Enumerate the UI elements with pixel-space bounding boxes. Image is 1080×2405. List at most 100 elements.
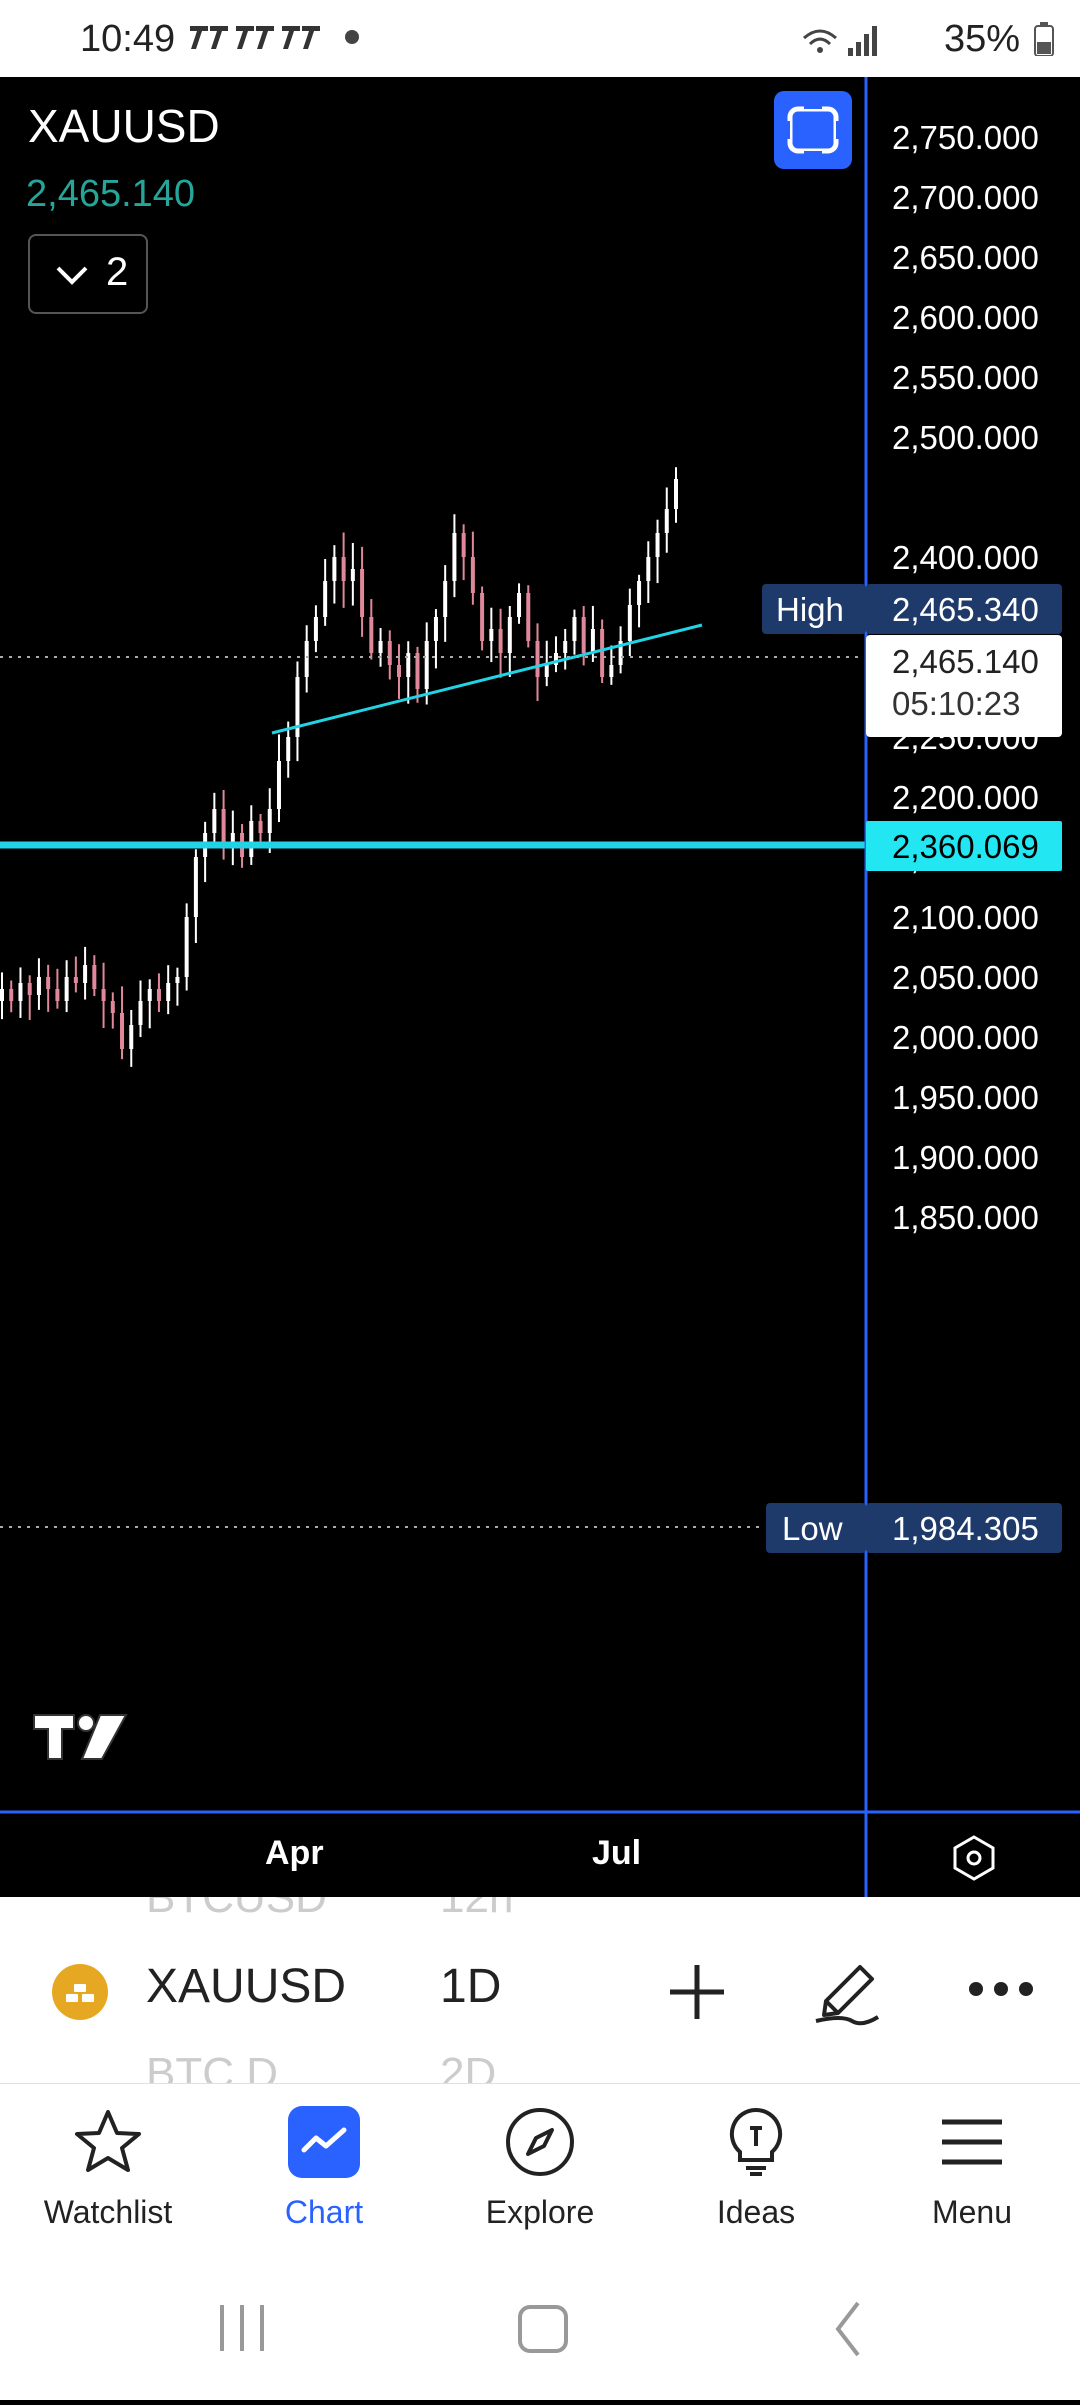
candle-body [544,665,549,677]
nav-menu[interactable]: Menu [864,2084,1080,2264]
nav-chart[interactable]: Chart [216,2084,432,2264]
drawing-tools-button[interactable] [812,1955,884,2027]
candle-body [212,809,217,833]
candle-body [36,977,41,995]
candle-body [664,509,669,533]
current-price-badge [866,635,1062,737]
countdown-label: 05:10:23 [892,685,1020,722]
nav-label-watchlist: Watchlist [43,2194,173,2230]
notification-dot [345,30,359,44]
high-badge [762,584,866,634]
candle-body [627,605,632,641]
back-button-icon[interactable] [835,2301,860,2357]
candle-body [350,569,355,581]
toolbar-interval-button[interactable]: 1D [440,1960,502,2013]
candle-body [489,629,494,641]
candle-body [46,977,51,989]
candle-body [535,641,540,677]
candle-body [674,479,678,509]
price-axis-label: 2,500.000 [892,419,1039,456]
candle-body [92,965,97,989]
candle-body [452,533,457,581]
price-axis-label: 2,200.000 [892,779,1039,816]
menu-icon [942,2119,1002,2165]
candle-body [304,641,309,677]
candle-body [83,965,88,983]
candle-body [590,629,595,653]
candle-body [110,1001,115,1013]
low-value-label: 1,984.305 [892,1510,1039,1547]
system-navigation-bar [0,2263,1080,2400]
candle-body [397,665,402,677]
candle-body [258,821,263,833]
candle-body [655,533,660,557]
price-axis-label: 2,100.000 [892,899,1039,936]
candle-body [193,857,198,917]
trend-line[interactable] [271,623,703,735]
low-badge [766,1503,866,1553]
candle-body [313,617,318,641]
more-dots-icon [969,1982,1033,1996]
candle-body [55,989,60,1001]
candle-body [156,989,161,1001]
nav-label-menu: Menu [931,2194,1013,2230]
candle-body [637,581,642,605]
nav-label-chart: Chart [284,2194,364,2230]
candle-body [175,977,180,983]
candle-body [360,569,365,617]
price-axis-label: 2,400.000 [892,539,1039,576]
price-axis-label: 1,850.000 [892,1199,1039,1236]
toolbar-symbol-button[interactable]: XAUUSD [146,1960,347,2013]
candle-body [480,593,485,641]
fullscreen-button[interactable] [774,91,852,169]
candle-body [581,617,586,653]
nav-label-ideas: Ideas [716,2194,796,2230]
candle-body [267,809,272,833]
pen-icon [815,1965,880,2026]
lightbulb-icon [729,2107,783,2176]
nav-label-explore: Explore [485,2194,595,2230]
ghost-interval-above: 12h [440,1897,514,1922]
chart-area[interactable]: 2,750.000 2,700.000 2,650.000 2,600.000 2,55… [0,77,1080,1897]
candle-body [129,1025,134,1049]
chart-settings-button[interactable] [950,1834,998,1882]
candle-body [0,989,4,1001]
chart-symbol-title[interactable]: XAUUSD [28,100,220,152]
nav-ideas[interactable]: Ideas [648,2084,864,2264]
candle-body [618,641,623,665]
candle-body [424,641,429,689]
ghost-symbol-above: BTCUSD [146,1897,327,1922]
more-options-button[interactable] [966,1979,1036,1999]
current-price-label: 2,465.140 [892,643,1039,680]
candle-body [526,593,531,641]
candle-body [332,557,337,581]
ghost-symbol-below: BTC.D [146,2049,278,2083]
time-label-jul: Jul [592,1834,642,1872]
price-chart[interactable]: 2,750.000 2,700.000 2,650.000 2,600.000 2,55… [0,77,1080,1897]
candle-body [64,977,69,1001]
price-axis-label: 2,550.000 [892,359,1039,396]
candle-body [443,581,448,617]
bottom-navigation: Watchlist Chart Explore Ideas Menu [0,2083,1080,2264]
candle-body [147,989,152,1001]
battery-icon [1034,22,1054,57]
indicators-toggle-button[interactable]: 2 [28,234,148,314]
candle-body [120,1013,125,1049]
candle-body [415,653,420,689]
candle-body [18,983,23,1001]
home-button-icon[interactable] [518,2305,568,2353]
chart-toolbar: BTCUSD 12h BTC.D 2D XAUUSD 1D [0,1897,1080,2083]
candle-body [433,617,438,641]
nav-watchlist[interactable]: Watchlist [0,2084,216,2264]
recent-apps-icon[interactable] [220,2305,264,2351]
nav-explore[interactable]: Explore [432,2084,648,2264]
candle-body [387,641,392,665]
add-indicator-button[interactable] [666,1961,728,2023]
candle-body [221,809,226,845]
plus-icon [670,1965,724,2019]
price-axis-label: 2,650.000 [892,239,1039,276]
price-axis-label: 1,900.000 [892,1139,1039,1176]
candle-body [461,533,466,557]
candle-body [341,557,346,581]
candle-body [378,641,383,653]
